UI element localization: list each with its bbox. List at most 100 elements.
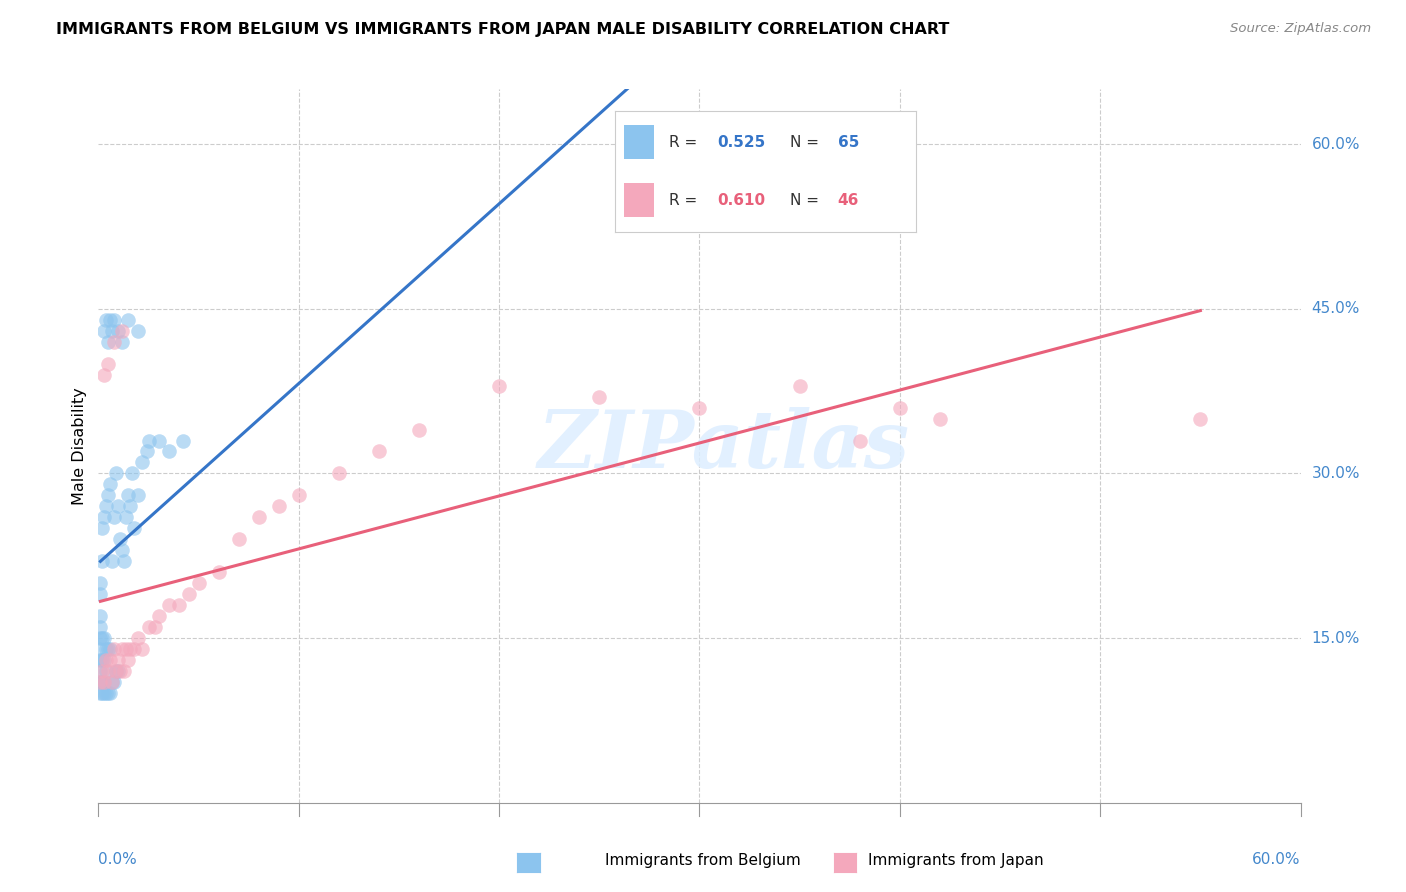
Point xyxy=(228,533,250,547)
Point xyxy=(103,642,125,657)
Point xyxy=(111,334,134,349)
Point xyxy=(148,609,170,624)
Text: Source: ZipAtlas.com: Source: ZipAtlas.com xyxy=(1230,22,1371,36)
Point xyxy=(143,620,166,634)
Point xyxy=(157,598,180,612)
Text: 15.0%: 15.0% xyxy=(1312,631,1360,646)
Point xyxy=(91,664,114,678)
Point xyxy=(117,653,139,667)
Text: 0.610: 0.610 xyxy=(717,193,766,208)
Text: 45.0%: 45.0% xyxy=(1312,301,1360,317)
Point xyxy=(648,137,671,152)
Point xyxy=(100,686,122,700)
Point xyxy=(172,434,194,448)
Point xyxy=(110,533,132,547)
Point xyxy=(688,401,710,415)
Point xyxy=(138,620,160,634)
Point xyxy=(288,488,311,502)
Text: 65: 65 xyxy=(838,135,859,150)
Point xyxy=(93,631,115,645)
Point xyxy=(121,467,143,481)
Point xyxy=(93,675,115,690)
Point xyxy=(89,642,111,657)
Point xyxy=(97,334,120,349)
Point xyxy=(131,642,153,657)
Text: ZIPatlas: ZIPatlas xyxy=(537,408,910,484)
Point xyxy=(128,488,150,502)
Point xyxy=(89,631,111,645)
Point xyxy=(111,543,134,558)
Point xyxy=(96,312,118,326)
Point xyxy=(588,390,610,404)
Point xyxy=(124,642,146,657)
Point xyxy=(101,675,124,690)
Text: 60.0%: 60.0% xyxy=(1253,852,1301,867)
Point xyxy=(135,444,157,458)
Point xyxy=(111,324,134,338)
Point xyxy=(128,324,150,338)
Point xyxy=(100,653,122,667)
Point xyxy=(115,510,138,524)
Point xyxy=(91,675,114,690)
Point xyxy=(97,357,120,371)
Point xyxy=(91,631,114,645)
Bar xyxy=(624,125,654,159)
Point xyxy=(107,653,129,667)
Point xyxy=(247,510,270,524)
Point xyxy=(267,500,290,514)
Point xyxy=(89,620,111,634)
Point xyxy=(889,401,911,415)
Point xyxy=(93,653,115,667)
Point xyxy=(97,686,120,700)
Point xyxy=(89,686,111,700)
Point xyxy=(101,324,124,338)
Point xyxy=(97,664,120,678)
Point xyxy=(105,664,128,678)
Point xyxy=(89,664,111,678)
Point xyxy=(93,368,115,382)
Text: N =: N = xyxy=(790,135,824,150)
Point xyxy=(328,467,350,481)
Point xyxy=(100,477,122,491)
Point xyxy=(89,576,111,591)
Text: Immigrants from Belgium: Immigrants from Belgium xyxy=(605,854,801,868)
Point xyxy=(97,642,120,657)
Text: R =: R = xyxy=(669,193,703,208)
Text: 0.0%: 0.0% xyxy=(98,852,138,867)
Point xyxy=(929,411,952,425)
Point xyxy=(103,312,125,326)
Point xyxy=(148,434,170,448)
Point xyxy=(114,664,136,678)
Point xyxy=(131,455,153,469)
Point xyxy=(789,378,811,392)
Point xyxy=(89,587,111,601)
Point xyxy=(107,664,129,678)
Text: N =: N = xyxy=(790,193,824,208)
Point xyxy=(157,444,180,458)
Point xyxy=(89,675,111,690)
Text: IMMIGRANTS FROM BELGIUM VS IMMIGRANTS FROM JAPAN MALE DISABILITY CORRELATION CHA: IMMIGRANTS FROM BELGIUM VS IMMIGRANTS FR… xyxy=(56,22,949,37)
Point xyxy=(101,675,124,690)
Point xyxy=(368,444,391,458)
Point xyxy=(488,378,510,392)
Point xyxy=(93,510,115,524)
Point xyxy=(103,510,125,524)
Point xyxy=(167,598,190,612)
Point xyxy=(138,434,160,448)
Text: Immigrants from Japan: Immigrants from Japan xyxy=(869,854,1043,868)
Point xyxy=(93,324,115,338)
Point xyxy=(91,521,114,535)
Point xyxy=(408,423,430,437)
Point xyxy=(208,566,231,580)
Point xyxy=(96,653,118,667)
Point xyxy=(96,500,118,514)
Text: 30.0%: 30.0% xyxy=(1312,466,1360,481)
Point xyxy=(849,434,872,448)
Point xyxy=(96,686,118,700)
Point xyxy=(177,587,200,601)
Point xyxy=(117,488,139,502)
Point xyxy=(91,554,114,568)
Point xyxy=(100,642,122,657)
Point xyxy=(93,686,115,700)
Point xyxy=(103,675,125,690)
